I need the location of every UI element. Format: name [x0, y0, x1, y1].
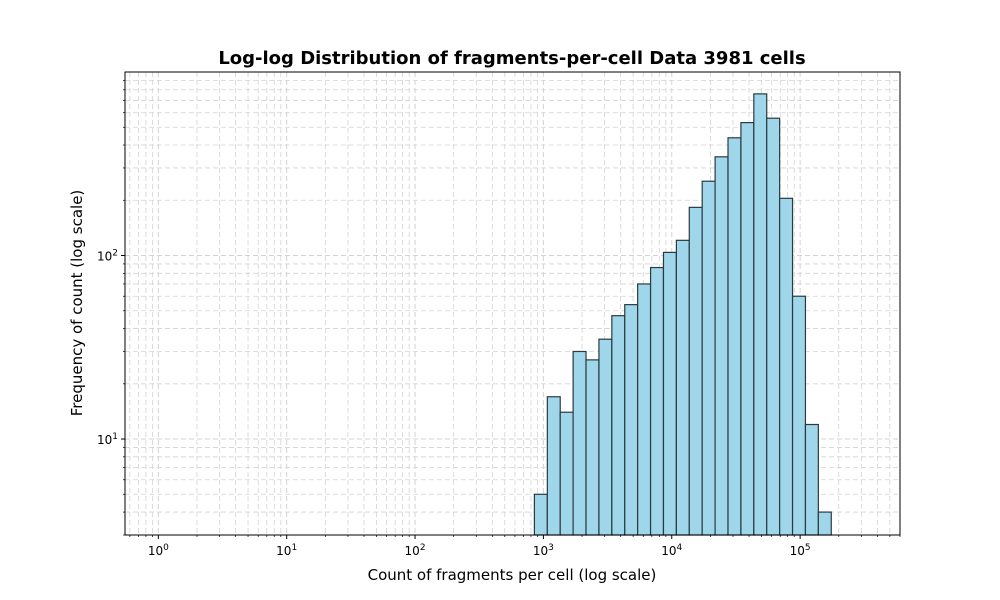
- histogram-bar: [740, 122, 755, 536]
- y-tick-label: 102: [97, 249, 118, 264]
- histogram-bar: [779, 197, 794, 536]
- x-tick-label: 101: [276, 543, 297, 558]
- histogram-bar: [688, 206, 703, 536]
- plot-frame: [124, 71, 901, 536]
- histogram-bar: [817, 511, 832, 536]
- histogram-bar: [727, 137, 742, 536]
- histogram-bar: [585, 359, 600, 536]
- histogram-bar: [533, 493, 548, 536]
- x-axis-label: Count of fragments per cell (log scale): [368, 566, 657, 584]
- chart-title: Log-log Distribution of fragments-per-ce…: [218, 48, 805, 69]
- histogram-bar: [624, 304, 639, 536]
- x-tick-label: 104: [661, 543, 682, 558]
- histogram-bar: [675, 239, 690, 536]
- x-tick-label: 103: [533, 543, 554, 558]
- histogram-bar: [559, 411, 574, 536]
- histogram-bar: [662, 251, 677, 536]
- x-tick-label: 102: [405, 543, 426, 558]
- histogram-bar: [598, 338, 613, 536]
- histogram-bar: [791, 295, 807, 536]
- ticks-layer: 100 101 102 103 104 105 101 102: [97, 80, 901, 558]
- histogram-bar: [714, 156, 729, 536]
- histogram-bar: [649, 266, 665, 536]
- y-tick-label: 101: [97, 432, 118, 447]
- histogram-bar: [637, 283, 652, 536]
- histogram-bar: [572, 350, 587, 536]
- histogram-bar: [766, 117, 781, 536]
- histogram-bar: [804, 423, 819, 536]
- bars-layer: [533, 93, 832, 536]
- x-tick-label: 100: [148, 543, 169, 558]
- histogram-bar: [701, 180, 716, 536]
- histogram-bar: [546, 396, 561, 536]
- y-axis-label: Frequency of count (log scale): [68, 190, 86, 417]
- histogram-bar: [611, 315, 626, 536]
- histogram-bar: [753, 93, 768, 536]
- x-tick-label: 105: [790, 543, 811, 558]
